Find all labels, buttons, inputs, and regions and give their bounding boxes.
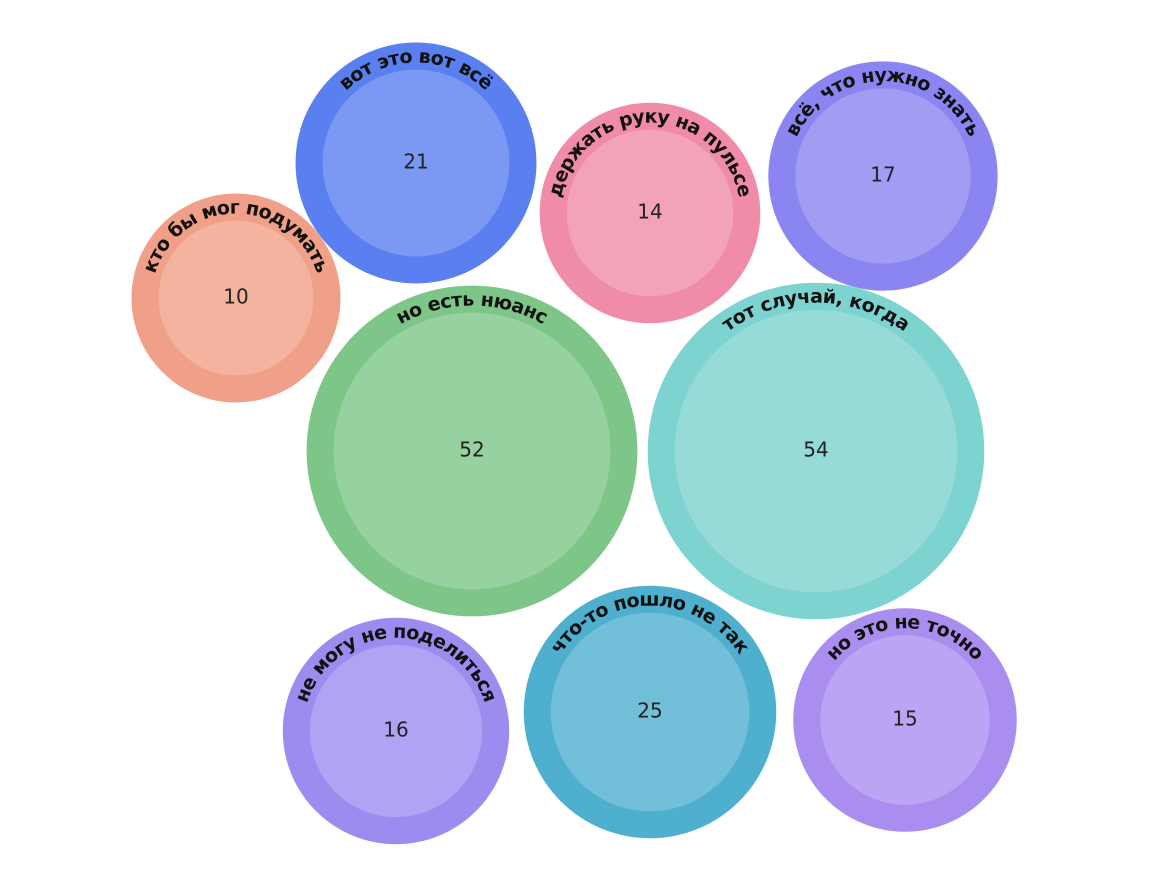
bubble-value: 10: [223, 285, 248, 309]
bubble-circle: [768, 61, 998, 291]
bubble-value: 16: [383, 718, 408, 742]
bubble-circle: [793, 608, 1017, 832]
bubble-circle: [131, 193, 341, 403]
bubble-circle: [647, 282, 985, 620]
bubble-inner: [322, 69, 510, 257]
bubble-inner: [820, 635, 990, 805]
bubble-value: 17: [870, 163, 895, 187]
bubble-inner: [550, 612, 750, 812]
bubble-value: 52: [459, 438, 484, 462]
bubble-inner: [309, 644, 483, 818]
bubble-circle: [282, 617, 510, 845]
bubble-inner: [566, 129, 734, 297]
bubble-circle: [295, 42, 537, 284]
bubble-value: 14: [637, 200, 662, 224]
bubble-value: 15: [892, 707, 917, 731]
bubble-value: 25: [637, 699, 662, 723]
bubble-circle: [523, 585, 777, 839]
bubble-inner: [795, 88, 971, 264]
bubble-value: 21: [403, 150, 428, 174]
bubble-circle: [306, 285, 638, 617]
bubble-value: 54: [803, 438, 828, 462]
bubble-inner: [674, 309, 958, 593]
bubble-inner: [158, 220, 314, 376]
bubble-circle: [539, 102, 761, 324]
bubble-inner: [333, 312, 611, 590]
